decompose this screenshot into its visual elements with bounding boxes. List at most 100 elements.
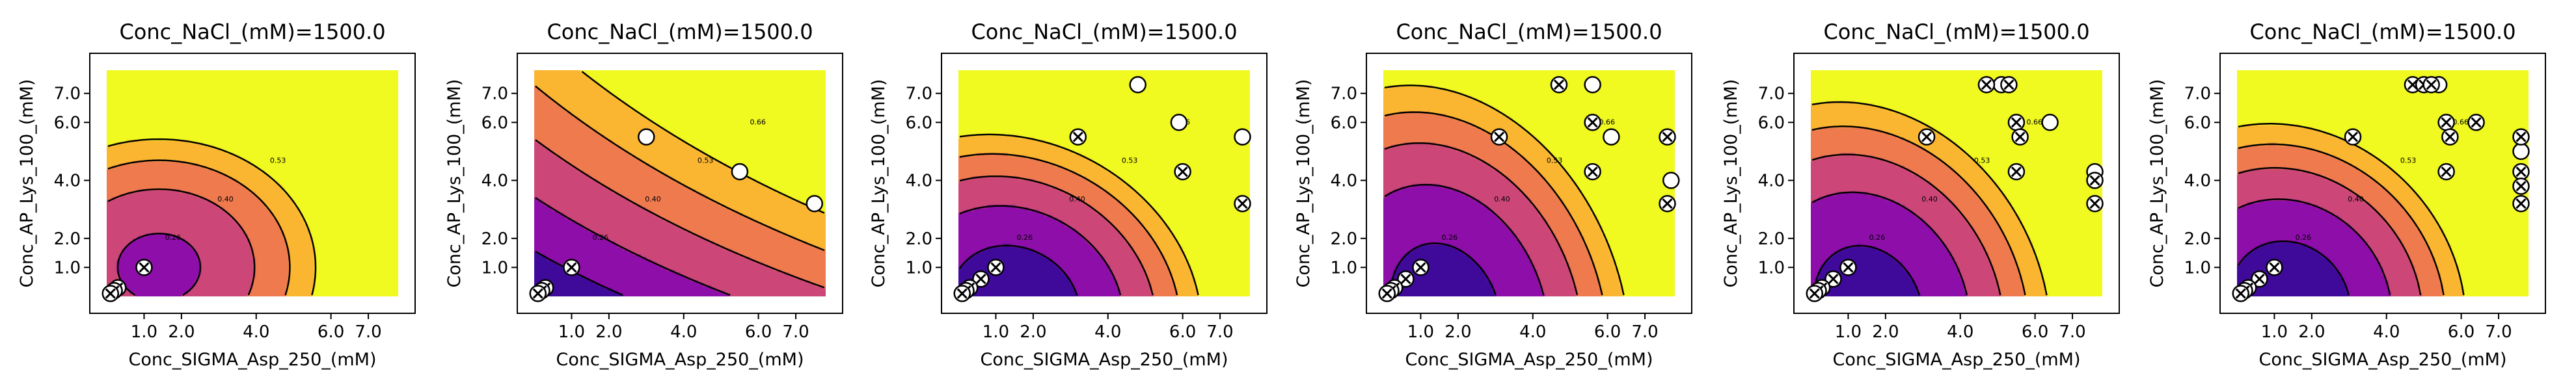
- y-tick-label: 2.0: [906, 229, 932, 249]
- contour-value-label: 0.40: [217, 195, 234, 203]
- x-tick-label: 1.0: [1835, 322, 1862, 342]
- excluded-point-marker: [1069, 128, 1087, 146]
- excluded-point-marker: [953, 285, 971, 302]
- excluded-point-marker: [2266, 259, 2283, 276]
- excluded-point-marker: [1174, 162, 1191, 181]
- x-tick-label: 2.0: [1444, 322, 1471, 342]
- y-tick-label: 7.0: [1758, 84, 1785, 104]
- contour-line: [959, 175, 1154, 296]
- y-tick-label: 1.0: [906, 258, 932, 278]
- x-tick-label: 6.0: [745, 322, 772, 342]
- x-tick-label: 6.0: [2022, 322, 2048, 342]
- excluded-point-marker: [2232, 285, 2249, 302]
- contour-line: [107, 188, 256, 296]
- x-tick-label: 2.0: [1872, 322, 1899, 342]
- panel-title: Conc_NaCl_(mM)=1500.0: [1823, 20, 2089, 44]
- contour-line: [2238, 167, 2422, 296]
- chart-panel-4: 0.26 0.40 0.53 0.66 1.0 2.0 4.0 6.0 7.0 1.0 2.0 4.0…: [1294, 20, 1692, 370]
- excluded-point-marker: [1824, 270, 1842, 288]
- excluded-point-marker: [1378, 285, 1396, 302]
- x-tick-label: 1.0: [983, 322, 1009, 342]
- y-tick-label: 2.0: [1331, 229, 1357, 249]
- x-tick-label: 4.0: [2373, 322, 2400, 342]
- contour-line: [1811, 153, 2001, 296]
- sample-point-marker: [1129, 76, 1146, 94]
- x-tick-label: 2.0: [595, 322, 622, 342]
- excluded-point-marker: [2512, 128, 2530, 146]
- y-tick-label: 2.0: [1758, 229, 1785, 249]
- contour-value-label: 0.26: [593, 233, 609, 242]
- contour-line: [1384, 142, 1579, 296]
- contour-value-label: 0.53: [1974, 157, 1990, 165]
- excluded-point-marker: [529, 285, 547, 302]
- panel-title: Conc_NaCl_(mM)=1500.0: [971, 20, 1237, 44]
- excluded-point-marker: [987, 259, 1005, 276]
- sample-point-marker: [1603, 128, 1620, 146]
- axes-frame: [1366, 53, 1692, 314]
- excluded-point-marker: [1584, 114, 1601, 131]
- x-tick-label: 1.0: [2261, 322, 2288, 342]
- contour-fill: [958, 70, 1250, 296]
- excluded-point-marker: [2007, 114, 2026, 131]
- contour-value-label: 0.40: [1921, 195, 1938, 203]
- contour-line: [2238, 198, 2391, 296]
- y-axis-label: Conc_AP_Lys_100_(mM): [2147, 79, 2167, 288]
- panel-title: Conc_NaCl_(mM)=1500.0: [119, 20, 385, 44]
- y-tick-label: 2.0: [54, 229, 81, 249]
- excluded-point-marker: [2251, 270, 2268, 288]
- excluded-point-marker: [2086, 172, 2104, 189]
- contour-line: [107, 138, 317, 296]
- axes-frame: [89, 53, 416, 314]
- excluded-point-marker: [2512, 162, 2530, 181]
- y-tick-label: 1.0: [481, 258, 508, 278]
- x-tick-label: 7.0: [1206, 322, 1233, 342]
- contour-line: [116, 233, 202, 296]
- x-axis-label: Conc_SIGMA_Asp_250_(mM): [981, 350, 1228, 370]
- x-tick-label: 7.0: [782, 322, 809, 342]
- y-tick-label: 6.0: [2184, 113, 2211, 133]
- contour-lines: [1811, 101, 2048, 296]
- contour-value-label: 0.40: [1069, 195, 1085, 203]
- axes-frame: [2219, 53, 2546, 314]
- axes-frame: [1793, 53, 2120, 314]
- y-tick-label: 6.0: [906, 113, 932, 133]
- contour-value-label: 0.53: [698, 157, 714, 165]
- x-tick-label: 7.0: [355, 322, 381, 342]
- contour-value-label: 0.40: [1494, 195, 1510, 203]
- excluded-point-marker: [2086, 194, 2104, 213]
- y-tick-label: 4.0: [1331, 172, 1357, 191]
- contour-line: [535, 85, 825, 252]
- x-tick-label: 1.0: [131, 322, 157, 342]
- axes-frame: [941, 53, 1268, 314]
- excluded-point-marker: [1584, 162, 1601, 181]
- x-tick-label: 6.0: [318, 322, 344, 342]
- sample-point-marker: [638, 128, 655, 146]
- contour-value-label: 0.26: [165, 233, 182, 242]
- y-tick-label: 4.0: [54, 172, 81, 191]
- excluded-point-marker: [1659, 194, 1676, 213]
- x-tick-label: 1.0: [558, 322, 585, 342]
- x-tick-label: 2.0: [168, 322, 195, 342]
- contour-line: [1811, 191, 1968, 296]
- y-tick-label: 7.0: [906, 84, 932, 104]
- excluded-point-marker: [2437, 162, 2455, 181]
- x-tick-label: 7.0: [1631, 322, 1658, 342]
- contour-value-label: 0.53: [2400, 157, 2417, 165]
- sample-point-marker: [2512, 142, 2530, 161]
- excluded-point-marker: [1550, 76, 1568, 94]
- contour-value-label: 0.40: [2348, 195, 2364, 203]
- contour-value-label: 0.66: [1599, 118, 1616, 127]
- x-tick-label: 6.0: [1594, 322, 1621, 342]
- excluded-point-marker: [1659, 128, 1676, 146]
- contour-value-label: 0.53: [1122, 157, 1138, 165]
- excluded-point-marker: [2422, 76, 2440, 94]
- excluded-point-marker: [1412, 259, 1430, 276]
- contour-value-label: 0.53: [1547, 157, 1563, 165]
- contour-fill: [2237, 70, 2529, 296]
- excluded-point-marker: [2000, 76, 2018, 94]
- excluded-point-marker: [2467, 114, 2485, 131]
- y-tick-label: 7.0: [54, 84, 81, 104]
- y-tick-label: 4.0: [481, 172, 508, 191]
- chart-panel-2: 0.26 0.40 0.53 0.66 1.0 2.0 4.0 6.0 7.0 1.0 2.0 4.0…: [444, 20, 843, 370]
- contour-lines: [958, 133, 1199, 296]
